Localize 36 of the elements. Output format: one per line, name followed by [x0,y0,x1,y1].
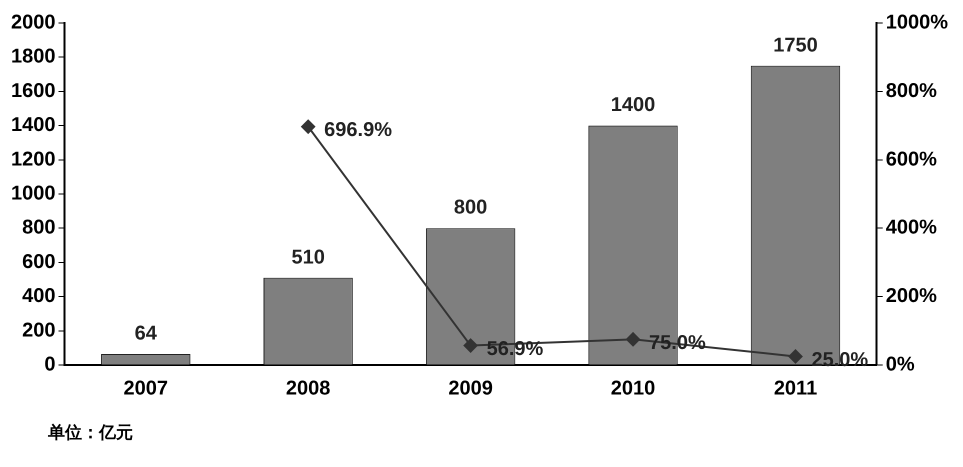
y-tick-label: 1200 [10,148,56,170]
point [464,338,478,353]
y-tick-label: 2000 [10,12,56,34]
point [301,120,316,134]
y-tick-label: 1000 [10,182,56,205]
y-tick-label: 1600 [10,80,56,102]
data-label: 800 [454,196,488,219]
y2-tick-label: 0% [886,354,915,376]
data-label: 510 [291,246,325,268]
y-tick-label: 1800 [10,46,56,68]
data-label: 56.9% [486,338,544,360]
y-tick-label: 1400 [10,114,56,136]
x-tick-label: 2008 [286,378,330,400]
x-tick-label: 2009 [448,378,493,400]
point [626,332,640,346]
y2-tick-label: 1000% [886,12,948,34]
data-label: 696.9% [324,119,392,142]
y-tick-label: 600 [22,250,56,273]
data-label: 25.0% [812,348,868,371]
data-label: 1750 [773,34,818,56]
point [788,349,802,364]
x-tick-label: 2011 [774,378,818,400]
data-label: 1400 [610,94,656,116]
y2-tick-label: 400% [886,216,938,239]
data-label: 75.0% [649,332,706,354]
x-tick-label: 2007 [123,378,168,400]
data-label: 64 [134,322,158,345]
y2-tick-label: 200% [886,285,938,308]
text: 单位：亿元 [48,422,134,444]
y2-tick-label: 800% [886,80,938,102]
y-tick-label: 0 [44,354,56,376]
y-tick-label: 400 [22,285,56,308]
y2-tick-label: 600% [886,148,938,170]
x-tick-label: 2010 [610,378,656,400]
y-tick-label: 800 [22,216,56,239]
y-tick-label: 200 [22,319,56,342]
